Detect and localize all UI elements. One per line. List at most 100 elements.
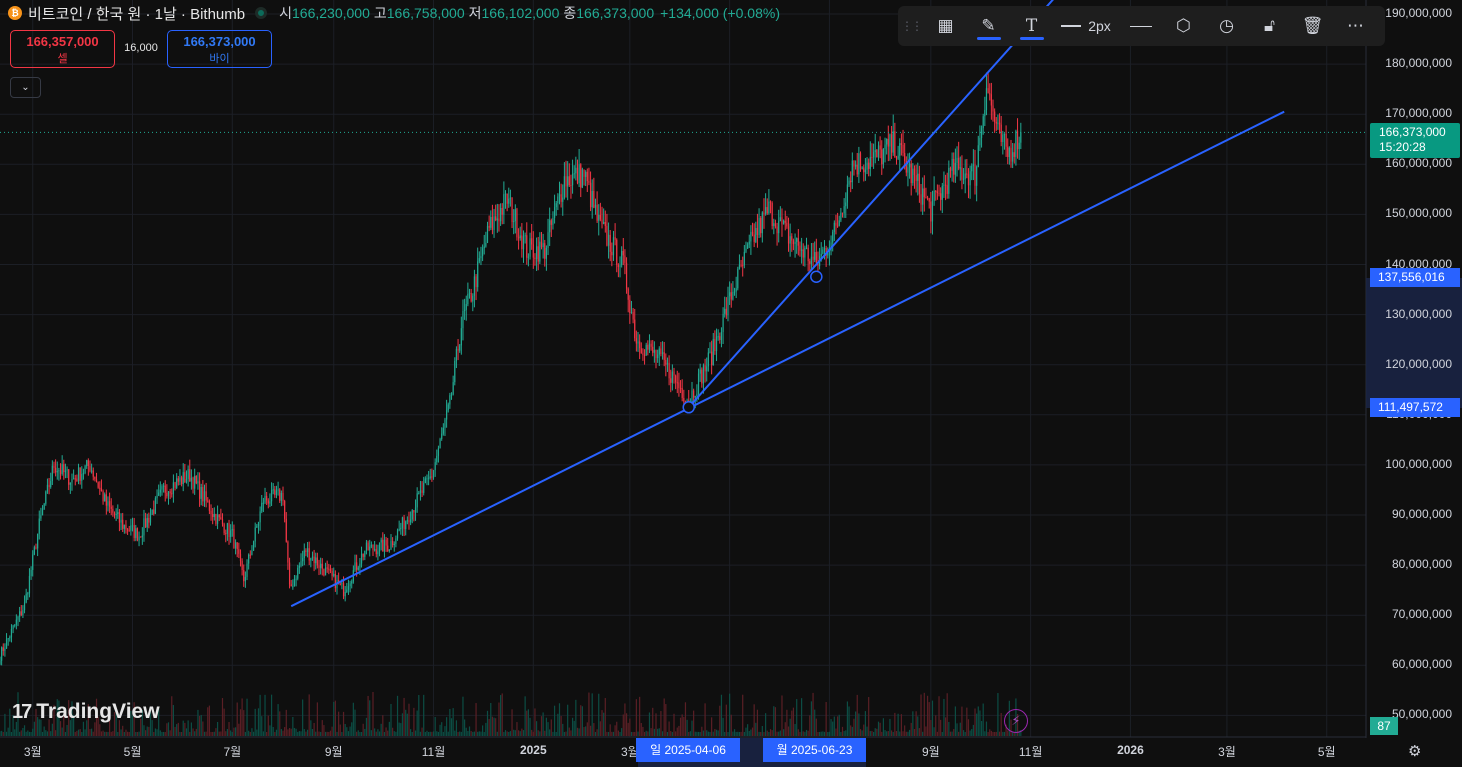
volume-bar	[63, 715, 65, 736]
volume-bar	[450, 718, 453, 736]
trendline-2[interactable]	[687, 0, 1054, 408]
buy-price: 166,373,000	[183, 34, 256, 49]
volume-bar	[810, 701, 813, 736]
candle-body	[333, 573, 335, 576]
candle-body	[315, 557, 317, 564]
trendlines[interactable]	[290, 0, 1285, 608]
candle-body	[459, 345, 461, 351]
candle-body	[836, 225, 839, 227]
volume-bar	[751, 727, 754, 736]
volume-bar	[30, 731, 32, 736]
candle-body	[743, 251, 745, 266]
trash-icon[interactable]: 🗑︎	[1301, 16, 1324, 35]
volume-bar	[166, 723, 168, 736]
volume-bar	[853, 718, 855, 736]
candle-body	[593, 190, 595, 208]
volume-bar	[71, 701, 73, 736]
candle-body	[915, 175, 917, 181]
candle-body	[769, 201, 772, 203]
candle-body	[804, 247, 806, 258]
volume-bar	[995, 731, 997, 736]
trendline-anchor-handle[interactable]	[810, 270, 823, 283]
candle-body	[228, 523, 230, 538]
volume-bar	[516, 722, 518, 736]
volume-bar	[102, 730, 104, 736]
add-shapes-icon[interactable]: ▦	[937, 16, 954, 35]
candle-body	[262, 502, 264, 504]
volume-bar	[25, 731, 27, 736]
drag-grip-icon[interactable]: ⋮⋮	[901, 19, 923, 33]
volume-bar	[639, 696, 641, 736]
candle-body	[931, 201, 934, 222]
volume-bar	[331, 726, 333, 736]
volume-bar	[120, 729, 122, 736]
time-tick-label: 11월	[1018, 745, 1043, 759]
gear-icon[interactable]: ⚙︎	[1408, 743, 1422, 760]
text-icon[interactable]: T	[1010, 6, 1053, 46]
trendline-1[interactable]	[290, 110, 1285, 608]
candle-body	[773, 223, 775, 226]
volume-bar	[765, 713, 767, 736]
candle-body	[956, 157, 958, 163]
market-status-icon[interactable]	[255, 7, 268, 19]
lightning-bolt-icon[interactable]: ⚡︎	[1004, 709, 1028, 733]
volume-bar	[195, 728, 197, 736]
hexagon-icon[interactable]: ⬡	[1176, 16, 1191, 35]
volume-bar	[802, 731, 804, 736]
unlock-icon[interactable]: 🔓︎	[1263, 16, 1276, 35]
line-style-icon[interactable]	[1119, 6, 1162, 46]
volume-bar	[506, 731, 508, 736]
volume-bar	[318, 731, 320, 736]
buy-button[interactable]: 166,373,000 바이	[167, 30, 272, 68]
line-width-icon[interactable]: 2px	[1053, 6, 1119, 46]
candle-body	[976, 166, 978, 186]
candle-body	[697, 373, 700, 394]
candle-body	[236, 542, 238, 550]
volume-bar	[48, 719, 50, 736]
candle-body	[694, 395, 696, 398]
volume-bar	[153, 732, 155, 736]
candle-body	[105, 494, 107, 506]
volume-bar	[444, 726, 446, 736]
candle-body	[922, 188, 924, 205]
candle-body	[180, 477, 183, 485]
sell-button[interactable]: 166,357,000 셀	[10, 30, 115, 68]
current-price-value: 166,373,000	[1379, 125, 1446, 139]
volume-bar	[213, 731, 215, 736]
volume-bar	[930, 720, 932, 736]
volume-bar	[58, 700, 60, 736]
pencil-icon[interactable]: ✎	[967, 6, 1010, 46]
volume-bar	[86, 720, 88, 736]
candle-body	[1010, 147, 1012, 162]
candle-body	[428, 477, 430, 479]
alert-clock-icon[interactable]: ◷	[1219, 16, 1234, 35]
volume-bar	[354, 709, 356, 736]
candle-body	[768, 201, 770, 214]
volume-bar	[246, 698, 248, 736]
candle-body	[974, 164, 976, 186]
collapse-legend-button[interactable]: ⌄	[10, 77, 41, 98]
volume-bar	[753, 704, 755, 736]
more-icon[interactable]: ⋯	[1347, 16, 1364, 35]
tradingview-logo[interactable]: 17 TradingView	[12, 700, 160, 724]
symbol-title[interactable]: 비트코인 / 한국 원 · 1날 · Bithumb	[28, 5, 246, 23]
volume-bar	[567, 704, 569, 736]
volume-bar	[936, 731, 938, 736]
candle-body	[40, 515, 42, 519]
volume-bar	[827, 731, 829, 736]
candle-body	[594, 204, 597, 208]
volume-bar	[589, 725, 592, 736]
candle-body	[133, 525, 135, 538]
volume-bar	[416, 710, 418, 736]
price-tick-label: 120,000,000	[1385, 356, 1452, 371]
volume-bar	[251, 728, 253, 736]
volume-bar	[40, 719, 42, 736]
candle-body	[277, 489, 279, 491]
trendline-anchor-handle[interactable]	[682, 401, 695, 414]
volume-bar	[455, 720, 458, 736]
candle-body	[346, 589, 348, 592]
candle-body	[854, 164, 857, 167]
candle-body	[652, 346, 654, 353]
volume-bar	[221, 698, 224, 736]
